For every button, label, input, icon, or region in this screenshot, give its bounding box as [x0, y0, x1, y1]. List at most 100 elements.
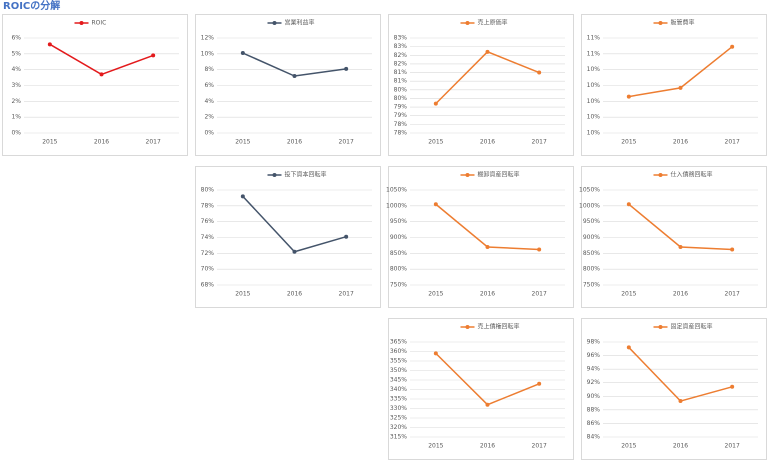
- y-tick-label: 750%: [390, 282, 407, 289]
- chart: 315% 320% 325% 330% 335% 340% 345% 350% 355% 360%…: [388, 318, 574, 460]
- y-tick-label: 340%: [390, 386, 407, 393]
- data-point: [433, 202, 438, 207]
- x-tick-label: 2017: [725, 443, 740, 450]
- y-tick-label: 83%: [394, 35, 408, 42]
- chart-frame: [581, 14, 767, 156]
- x-tick-label: 2016: [94, 139, 109, 146]
- y-tick-label: 355%: [390, 358, 407, 365]
- y-tick-label: 0%: [204, 130, 214, 137]
- data-point: [730, 247, 735, 252]
- legend-marker: [465, 21, 470, 25]
- y-tick-label: 78%: [394, 130, 408, 137]
- y-tick-label: 80%: [394, 95, 408, 102]
- chart-frame: [581, 318, 767, 460]
- data-point: [485, 245, 490, 249]
- y-tick-label: 11%: [587, 35, 601, 42]
- y-tick-label: 2%: [11, 98, 21, 105]
- x-tick-label: 2017: [725, 291, 740, 298]
- x-tick-label: 2015: [621, 443, 636, 450]
- y-tick-label: 6%: [11, 35, 21, 42]
- y-tick-label: 335%: [390, 396, 407, 403]
- page-title: ROICの分解: [3, 0, 60, 12]
- y-tick-label: 94%: [587, 366, 601, 373]
- y-tick-label: 90%: [587, 393, 601, 400]
- data-point: [151, 53, 156, 58]
- legend-label: 仕入債務回転率: [671, 171, 713, 179]
- legend-label: 売上債権回転率: [478, 323, 520, 331]
- chart-frame: [195, 14, 381, 156]
- chart-frame: [581, 166, 767, 308]
- y-tick-label: 76%: [201, 218, 215, 225]
- data-point: [730, 44, 735, 49]
- y-tick-label: 2%: [204, 114, 214, 121]
- x-tick-label: 2015: [428, 139, 443, 146]
- x-tick-label: 2015: [621, 139, 636, 146]
- y-tick-label: 950%: [583, 218, 600, 225]
- y-tick-label: 4%: [204, 98, 214, 105]
- y-tick-label: 0%: [11, 130, 21, 137]
- legend-label: ROIC: [92, 20, 107, 27]
- x-tick-label: 2016: [480, 139, 495, 146]
- y-tick-label: 750%: [583, 282, 600, 289]
- data-point: [344, 66, 349, 71]
- x-tick-label: 2017: [339, 291, 354, 298]
- chart-frame: [388, 166, 574, 308]
- legend-marker: [658, 325, 663, 329]
- x-tick-label: 2015: [428, 291, 443, 298]
- data-point: [537, 247, 542, 252]
- data-point: [626, 345, 631, 350]
- y-tick-label: 86%: [587, 420, 601, 427]
- x-tick-label: 2017: [725, 139, 740, 146]
- legend-label: 固定資産回転率: [671, 323, 713, 331]
- data-point: [626, 202, 631, 207]
- chart: 0% 1% 2% 3% 4% 5% 6% 2015 2016 2017 ROIC: [2, 14, 188, 156]
- data-point: [240, 194, 245, 199]
- y-tick-label: 350%: [390, 367, 407, 374]
- chart: 78%78%79%79%80%80%81%81%82%82%83%83%2015…: [388, 14, 574, 156]
- y-tick-label: 83%: [394, 43, 408, 50]
- y-tick-label: 800%: [390, 266, 407, 273]
- y-tick-label: 10%: [587, 130, 601, 137]
- legend-marker: [658, 21, 663, 25]
- chart-frame: [388, 318, 574, 460]
- y-tick-label: 74%: [201, 234, 215, 241]
- legend-label: 売上原価率: [478, 19, 508, 27]
- y-tick-label: 3%: [11, 82, 21, 89]
- y-tick-label: 5%: [11, 50, 21, 57]
- legend-label: 販管費率: [671, 19, 695, 27]
- data-point: [537, 70, 542, 75]
- y-tick-label: 850%: [390, 250, 407, 257]
- y-tick-label: 92%: [587, 379, 601, 386]
- data-point: [678, 245, 683, 249]
- y-tick-label: 10%: [201, 50, 215, 57]
- y-tick-label: 1000%: [386, 202, 407, 209]
- data-point: [626, 94, 631, 99]
- y-tick-label: 78%: [201, 202, 215, 209]
- y-tick-label: 12%: [201, 35, 215, 42]
- y-tick-label: 81%: [394, 69, 408, 76]
- y-tick-label: 84%: [587, 434, 601, 441]
- y-tick-label: 80%: [394, 86, 408, 93]
- x-tick-label: 2015: [42, 139, 57, 146]
- y-tick-label: 850%: [583, 250, 600, 257]
- chart: 0% 2% 4% 6% 8% 10% 12% 2015 2016 2017 営業利益率: [195, 14, 381, 156]
- y-tick-label: 88%: [587, 406, 601, 413]
- legend-label: 投下資本回転率: [285, 171, 327, 179]
- x-tick-label: 2015: [235, 139, 250, 146]
- chart-frame: [2, 14, 188, 156]
- y-tick-label: 315%: [390, 434, 407, 441]
- y-tick-label: 8%: [204, 66, 214, 73]
- x-tick-label: 2016: [673, 139, 688, 146]
- y-tick-label: 900%: [390, 234, 407, 241]
- x-tick-label: 2016: [673, 443, 688, 450]
- y-tick-label: 98%: [587, 339, 601, 346]
- chart: 750% 800% 850% 900% 950% 1000% 1050% 2015 2016 20…: [579, 166, 767, 308]
- y-tick-label: 10%: [587, 66, 601, 73]
- chart: 68% 70% 72% 74% 76% 78% 80% 2015 2016 2017 投下資本回転率: [195, 166, 381, 308]
- y-tick-label: 900%: [583, 234, 600, 241]
- y-tick-label: 1050%: [386, 187, 407, 194]
- y-tick-label: 360%: [390, 348, 407, 355]
- y-tick-label: 4%: [11, 66, 21, 73]
- y-tick-label: 96%: [587, 352, 601, 359]
